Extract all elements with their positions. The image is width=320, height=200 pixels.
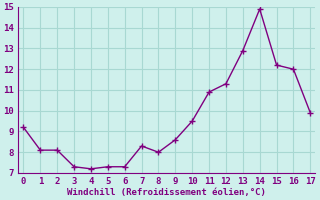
X-axis label: Windchill (Refroidissement éolien,°C): Windchill (Refroidissement éolien,°C) — [68, 188, 266, 197]
